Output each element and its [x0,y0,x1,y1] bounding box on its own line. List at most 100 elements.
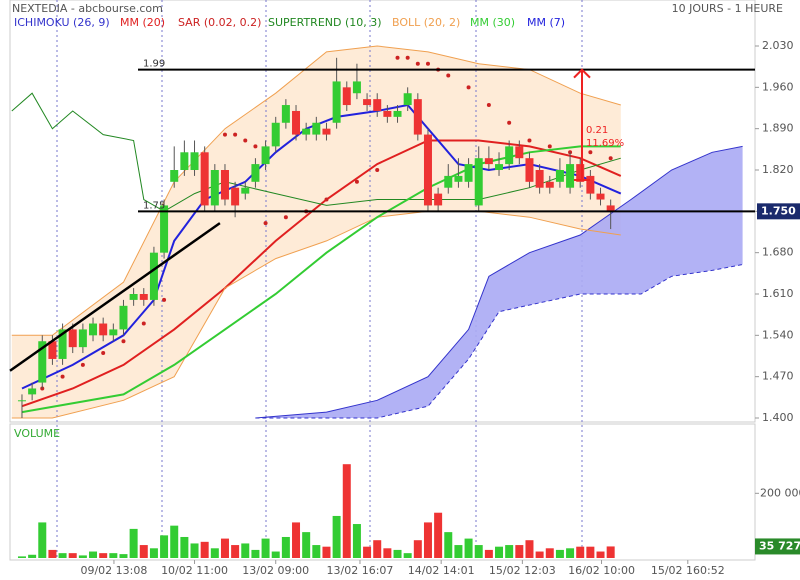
candle-body [586,175,595,194]
header-period: 10 JOURS - 1 HEURE [672,2,783,15]
volume-bar [89,551,98,558]
sar-dot [425,61,430,66]
x-tick-label: 15/02 12:03 [489,564,556,577]
volume-bar [434,512,443,558]
header-title: NEXTEDIA - abcbourse.com [12,2,163,15]
sar-dot [283,215,288,220]
sar-dot [141,321,146,326]
candle-body [180,152,189,170]
volume-bar [393,549,402,558]
volume-bar [17,556,26,558]
candle-body [261,146,270,165]
indicator-line [11,92,621,212]
volume-bar [423,522,432,558]
candle-body [281,105,290,123]
volume-bar [373,540,382,558]
sar-dot [324,197,329,202]
volume-bar [505,545,514,558]
legend-entry: MM (30) [470,16,515,29]
sar-dot [222,132,227,137]
volume-bar [525,540,534,558]
price-tag-label: 1.750 [761,204,796,217]
candle-body [373,99,382,111]
candle-body [129,294,138,300]
candle-body [241,187,250,194]
volume-bar [139,545,148,558]
sar-dot [486,103,491,108]
range-pct: 11.69% [586,138,624,149]
legend-entry: ICHIMOKU (26, 9) [14,16,110,29]
volume-tag [755,538,800,555]
volume-bar [231,545,240,558]
candle-body [149,252,158,300]
y-tick-label: 1.960 [762,80,794,93]
sar-dot [233,132,238,137]
volume-bar [454,545,463,558]
volume-bar [170,525,179,558]
candle-body [68,329,77,348]
sar-dot [101,351,106,356]
price-tag [757,203,800,220]
y-tick-label: 2.030 [762,39,794,52]
volume-bar [78,555,87,558]
volume-bar [363,546,372,558]
sar-dot [121,339,126,344]
volume-bar [495,546,504,558]
legend-entry: SUPERTREND (10, 3) [268,16,382,29]
volume-bar [190,543,199,558]
volume-bar [332,515,341,558]
sar-dot [395,55,400,60]
volume-bar [352,524,361,558]
candle-body [190,152,199,170]
candle-body [139,294,148,300]
band-lower [11,210,621,419]
y-tick-label: 1.610 [762,287,794,300]
candle-body [423,134,432,206]
candle-body [78,329,87,348]
candle-body [231,187,240,206]
sar-dot [466,85,471,90]
volume-bar [129,528,138,558]
volume-bar [342,464,351,558]
volume-bar [606,546,615,558]
volume-bar [322,546,331,558]
level-label: 1.75 [143,200,165,211]
x-tick-label: 15/02 160:52 [651,564,725,577]
candle-body [38,341,47,383]
range-arrow-head [573,68,591,79]
candle-body [119,305,128,330]
candle-body [555,170,564,182]
candle-body [464,164,473,182]
x-tick-label: 14/02 14:01 [408,564,475,577]
x-tick-label: 10/02 11:00 [161,564,228,577]
sar-dot [547,144,552,149]
legend-entry: MM (7) [527,16,565,29]
candle-body [505,146,514,165]
cloud-upper [255,145,743,419]
volume-bar [149,548,158,558]
volume-bar [596,551,605,558]
y-tick-label: 200 000 [760,486,800,499]
volume-bar [48,549,57,558]
sar-dot [354,179,359,184]
volume-bar [119,554,128,558]
candle-body [434,193,443,206]
candle-body [454,175,463,182]
candle-body [99,323,108,336]
volume-bar [586,546,595,558]
candle-body [596,193,605,200]
candle-body [160,205,169,253]
legend-entry: SAR (0.02, 0.2) [178,16,261,29]
volume-bar [312,545,321,558]
y-tick-label: 1.470 [762,370,794,383]
candle-body [393,110,402,117]
volume-bar [444,532,453,558]
candle-body [413,99,422,135]
volume-bar [413,540,422,558]
trendline [9,222,221,372]
volume-bar [271,551,280,558]
volume-bar [241,543,250,558]
range-change: 0.21 [586,125,608,136]
candle-body [271,122,280,147]
volume-bar [210,548,219,558]
